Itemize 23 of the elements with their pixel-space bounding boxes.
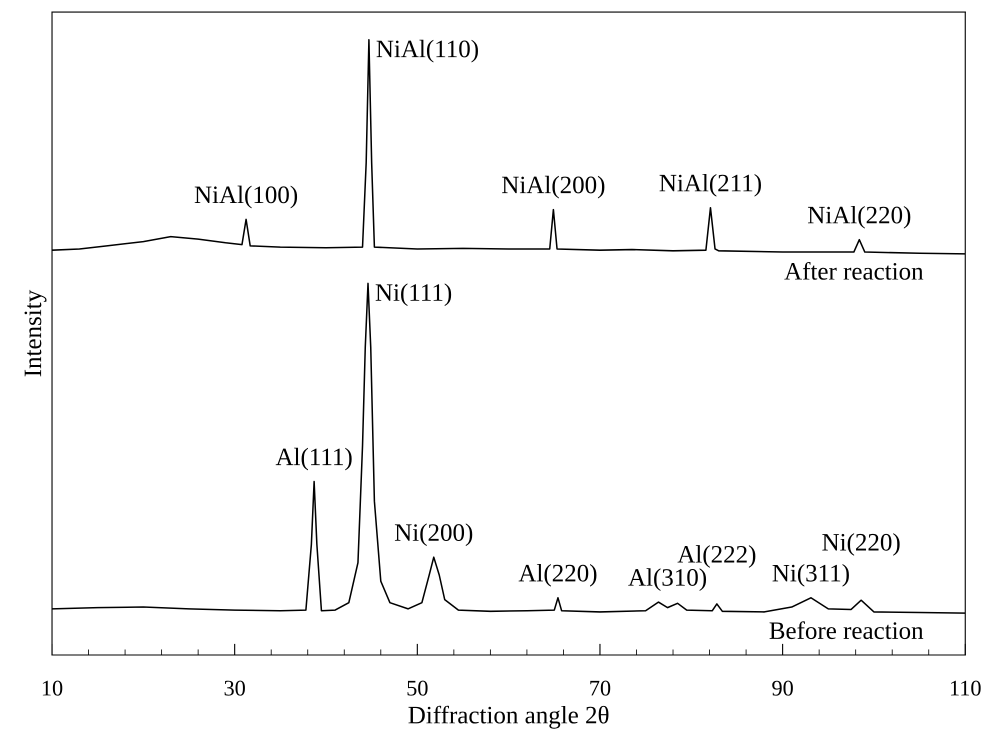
x-tick-label: 70 <box>590 680 610 696</box>
annotation: Al(111) <box>276 448 352 470</box>
annotation: Ni(200) <box>394 523 472 546</box>
x-tick-label: 110 <box>950 680 981 696</box>
annotation: NiAl(211) <box>660 174 761 197</box>
series-label: After reaction <box>784 262 924 280</box>
x-tick-label: 50 <box>408 680 428 696</box>
annotation: NiAl(110) <box>376 40 478 62</box>
series-label: Before reaction <box>770 621 924 640</box>
x-tick-label: 10 <box>42 680 62 696</box>
annotation: NiAl(220) <box>808 206 910 229</box>
annotation: Ni(311) <box>772 564 849 587</box>
annotation: Ni(111) <box>376 283 452 306</box>
annotation: Ni(220) <box>822 533 900 556</box>
x-tick-label: 30 <box>224 680 245 696</box>
annotation: Al(220) <box>518 564 596 587</box>
x-tick-label: 90 <box>772 680 793 696</box>
annotation: Al(310) <box>628 568 706 591</box>
annotation: Al(222) <box>678 545 756 568</box>
y-axis-title: Intensity <box>24 290 46 376</box>
x-axis-title: Diffraction angle 2θ <box>408 706 608 729</box>
annotation: NiAl(100) <box>194 186 298 208</box>
annotation: NiAl(200) <box>502 176 604 198</box>
